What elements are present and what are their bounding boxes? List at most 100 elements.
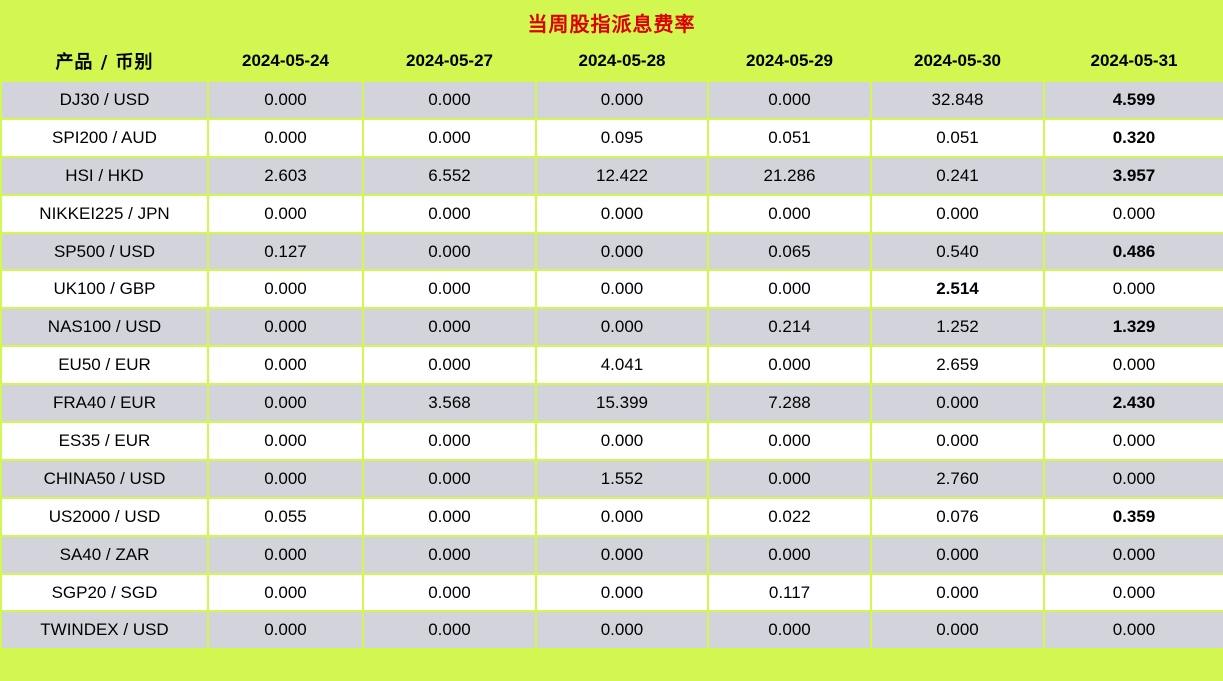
product-cell: SP500 / USD bbox=[0, 231, 209, 272]
value-cell: 0.055 bbox=[207, 496, 364, 537]
table-row: NIKKEI225 / JPN 0.000 0.000 0.000 0.000 0.000… bbox=[0, 193, 1223, 234]
value-cell: 0.000 bbox=[362, 345, 537, 386]
dividend-rate-table: 产品 / 币别 2024-05-24 2024-05-27 2024-05-28… bbox=[0, 44, 1223, 651]
value-cell: 1.552 bbox=[535, 458, 709, 499]
column-header-date: 2024-05-24 bbox=[207, 44, 364, 82]
value-cell: 0.022 bbox=[707, 496, 872, 537]
value-cell: 0.051 bbox=[707, 117, 872, 158]
value-cell: 3.957 bbox=[1043, 155, 1223, 196]
value-cell: 0.000 bbox=[362, 572, 537, 613]
value-cell: 2.603 bbox=[207, 155, 364, 196]
value-cell: 0.000 bbox=[362, 421, 537, 461]
product-cell: TWINDEX / USD bbox=[0, 610, 209, 651]
value-cell: 0.000 bbox=[1043, 345, 1223, 386]
product-cell: EU50 / EUR bbox=[0, 345, 209, 386]
table-row: UK100 / GBP 0.000 0.000 0.000 0.000 2.514 0.00… bbox=[0, 269, 1223, 310]
value-cell: 0.000 bbox=[870, 572, 1045, 613]
value-cell: 0.000 bbox=[207, 345, 364, 386]
value-cell: 0.000 bbox=[707, 345, 872, 386]
table-row: DJ30 / USD 0.000 0.000 0.000 0.000 32.848 4.59… bbox=[0, 80, 1223, 120]
value-cell: 0.241 bbox=[870, 155, 1045, 196]
value-cell: 0.000 bbox=[207, 80, 364, 120]
value-cell: 32.848 bbox=[870, 80, 1045, 120]
value-cell: 0.000 bbox=[870, 383, 1045, 424]
value-cell: 0.000 bbox=[1043, 193, 1223, 234]
value-cell: 0.000 bbox=[207, 193, 364, 234]
product-cell: HSI / HKD bbox=[0, 155, 209, 196]
value-cell: 0.000 bbox=[362, 610, 537, 651]
value-cell: 0.000 bbox=[535, 269, 709, 310]
value-cell: 0.065 bbox=[707, 231, 872, 272]
value-cell: 0.000 bbox=[362, 231, 537, 272]
value-cell: 0.000 bbox=[707, 269, 872, 310]
column-header-date: 2024-05-29 bbox=[707, 44, 872, 82]
value-cell: 0.000 bbox=[707, 610, 872, 651]
value-cell: 0.000 bbox=[707, 80, 872, 120]
value-cell: 0.000 bbox=[362, 496, 537, 537]
value-cell: 0.000 bbox=[535, 610, 709, 651]
product-cell: NAS100 / USD bbox=[0, 307, 209, 348]
column-header-date: 2024-05-27 bbox=[362, 44, 537, 82]
product-cell: NIKKEI225 / JPN bbox=[0, 193, 209, 234]
table-row: HSI / HKD 2.603 6.552 12.422 21.286 0.241 3.95… bbox=[0, 155, 1223, 196]
column-header-date: 2024-05-28 bbox=[535, 44, 709, 82]
value-cell: 0.000 bbox=[207, 534, 364, 575]
product-cell: SPI200 / AUD bbox=[0, 117, 209, 158]
value-cell: 4.599 bbox=[1043, 80, 1223, 120]
value-cell: 0.320 bbox=[1043, 117, 1223, 158]
value-cell: 0.000 bbox=[1043, 610, 1223, 651]
value-cell: 0.000 bbox=[1043, 534, 1223, 575]
value-cell: 2.659 bbox=[870, 345, 1045, 386]
title-bar: 当周股指派息费率 bbox=[0, 0, 1223, 44]
table-row: TWINDEX / USD 0.000 0.000 0.000 0.000 0.000 0.… bbox=[0, 610, 1223, 651]
value-cell: 0.000 bbox=[1043, 572, 1223, 613]
table-row: SA40 / ZAR 0.000 0.000 0.000 0.000 0.000 0.000 bbox=[0, 534, 1223, 575]
product-cell: UK100 / GBP bbox=[0, 269, 209, 310]
value-cell: 7.288 bbox=[707, 383, 872, 424]
table-row: US2000 / USD 0.055 0.000 0.000 0.022 0.076 0.3… bbox=[0, 496, 1223, 537]
table-row: SP500 / USD 0.127 0.000 0.000 0.065 0.540 0.48… bbox=[0, 231, 1223, 272]
value-cell: 0.000 bbox=[207, 610, 364, 651]
column-header-date: 2024-05-31 bbox=[1043, 44, 1223, 82]
value-cell: 0.000 bbox=[207, 383, 364, 424]
value-cell: 0.000 bbox=[362, 80, 537, 120]
table-row: FRA40 / EUR 0.000 3.568 15.399 7.288 0.000 2.4… bbox=[0, 383, 1223, 424]
product-cell: ES35 / EUR bbox=[0, 421, 209, 461]
value-cell: 0.000 bbox=[362, 193, 537, 234]
value-cell: 15.399 bbox=[535, 383, 709, 424]
product-cell: SA40 / ZAR bbox=[0, 534, 209, 575]
column-header-date: 2024-05-30 bbox=[870, 44, 1045, 82]
value-cell: 6.552 bbox=[362, 155, 537, 196]
value-cell: 4.041 bbox=[535, 345, 709, 386]
value-cell: 0.214 bbox=[707, 307, 872, 348]
product-cell: FRA40 / EUR bbox=[0, 383, 209, 424]
header-row: 产品 / 币别 2024-05-24 2024-05-27 2024-05-28… bbox=[0, 44, 1223, 82]
value-cell: 0.000 bbox=[870, 610, 1045, 651]
value-cell: 2.760 bbox=[870, 458, 1045, 499]
value-cell: 3.568 bbox=[362, 383, 537, 424]
value-cell: 0.000 bbox=[535, 534, 709, 575]
table-row: CHINA50 / USD 0.000 0.000 1.552 0.000 2.760 0.… bbox=[0, 458, 1223, 499]
value-cell: 0.000 bbox=[1043, 421, 1223, 461]
value-cell: 0.000 bbox=[707, 193, 872, 234]
value-cell: 0.000 bbox=[535, 231, 709, 272]
product-cell: CHINA50 / USD bbox=[0, 458, 209, 499]
value-cell: 0.000 bbox=[535, 193, 709, 234]
value-cell: 0.000 bbox=[207, 269, 364, 310]
table-body: DJ30 / USD 0.000 0.000 0.000 0.000 32.848 4.59… bbox=[0, 80, 1223, 651]
value-cell: 0.076 bbox=[870, 496, 1045, 537]
value-cell: 0.127 bbox=[207, 231, 364, 272]
value-cell: 0.117 bbox=[707, 572, 872, 613]
value-cell: 0.000 bbox=[870, 421, 1045, 461]
value-cell: 0.051 bbox=[870, 117, 1045, 158]
value-cell: 0.000 bbox=[207, 117, 364, 158]
value-cell: 0.000 bbox=[707, 534, 872, 575]
value-cell: 0.000 bbox=[1043, 269, 1223, 310]
table-row: EU50 / EUR 0.000 0.000 4.041 0.000 2.659 0.000 bbox=[0, 345, 1223, 386]
value-cell: 0.000 bbox=[362, 307, 537, 348]
table-row: SPI200 / AUD 0.000 0.000 0.095 0.051 0.051 0.3… bbox=[0, 117, 1223, 158]
value-cell: 0.359 bbox=[1043, 496, 1223, 537]
product-cell: US2000 / USD bbox=[0, 496, 209, 537]
value-cell: 0.000 bbox=[1043, 458, 1223, 499]
